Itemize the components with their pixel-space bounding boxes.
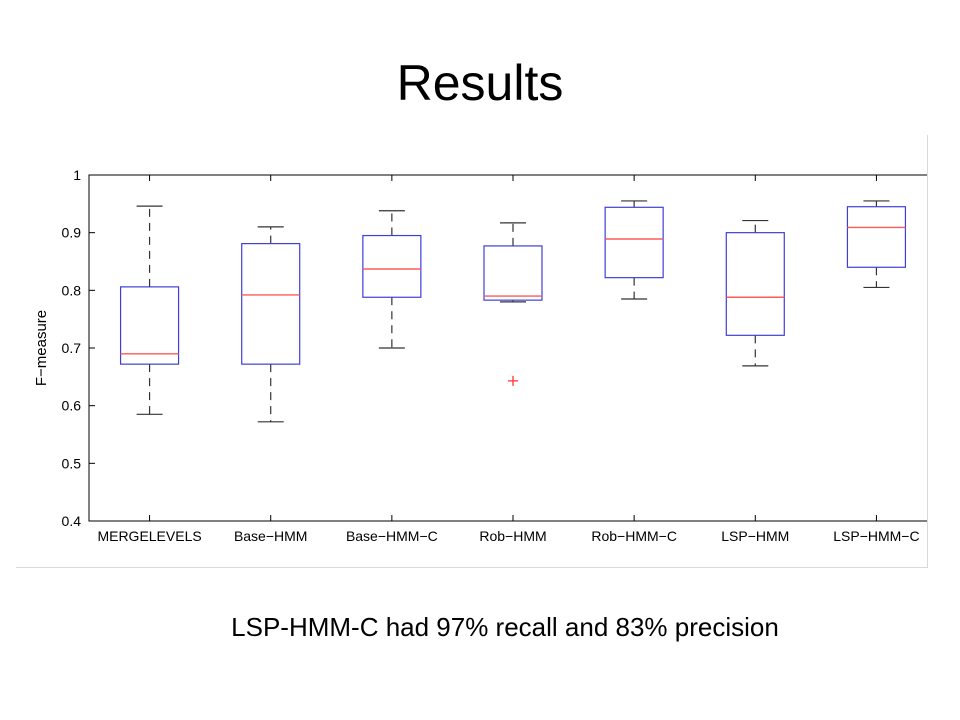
x-tick-label: Base−HMM [234, 528, 308, 544]
slide-title: Results [396, 55, 564, 111]
y-tick-label: 0.8 [62, 282, 82, 298]
plot-frame [88, 174, 927, 522]
y-tick-label: 0.9 [62, 225, 82, 241]
y-tick-label: 0.7 [62, 340, 82, 356]
x-tick-label: LSP−HMM [721, 528, 789, 544]
box [362, 234, 422, 298]
slide-caption: LSP-HMM-C had 97% recall and 83% precisi… [231, 612, 779, 642]
x-tick-label: Rob−HMM [479, 528, 546, 544]
box-plot-chart: 0.4 0.5 0.6 0.7 0.8 0.9 1 F−measure MERGELEVELS B… [33, 167, 927, 544]
y-tick-label: 0.5 [62, 455, 82, 471]
outlier-marker [508, 375, 518, 386]
x-tick-label: LSP−HMM−C [833, 528, 919, 544]
box [604, 206, 664, 279]
box [119, 286, 180, 365]
x-tick-label: Rob−HMM−C [591, 528, 677, 544]
box [846, 206, 907, 268]
y-axis-label: F−measure [33, 310, 50, 386]
box [725, 232, 785, 336]
box [483, 245, 543, 301]
box [241, 243, 301, 365]
x-tick-label: Base−HMM−C [346, 528, 438, 544]
x-tick-label: MERGELEVELS [97, 528, 201, 544]
y-tick-label: 0.6 [62, 398, 82, 414]
chart-frame: 0.4 0.5 0.6 0.7 0.8 0.9 1 F−measure MERGELEVELS B… [16, 135, 928, 568]
y-tick-label: 0.4 [62, 513, 82, 529]
y-tick-label: 1 [73, 167, 81, 183]
